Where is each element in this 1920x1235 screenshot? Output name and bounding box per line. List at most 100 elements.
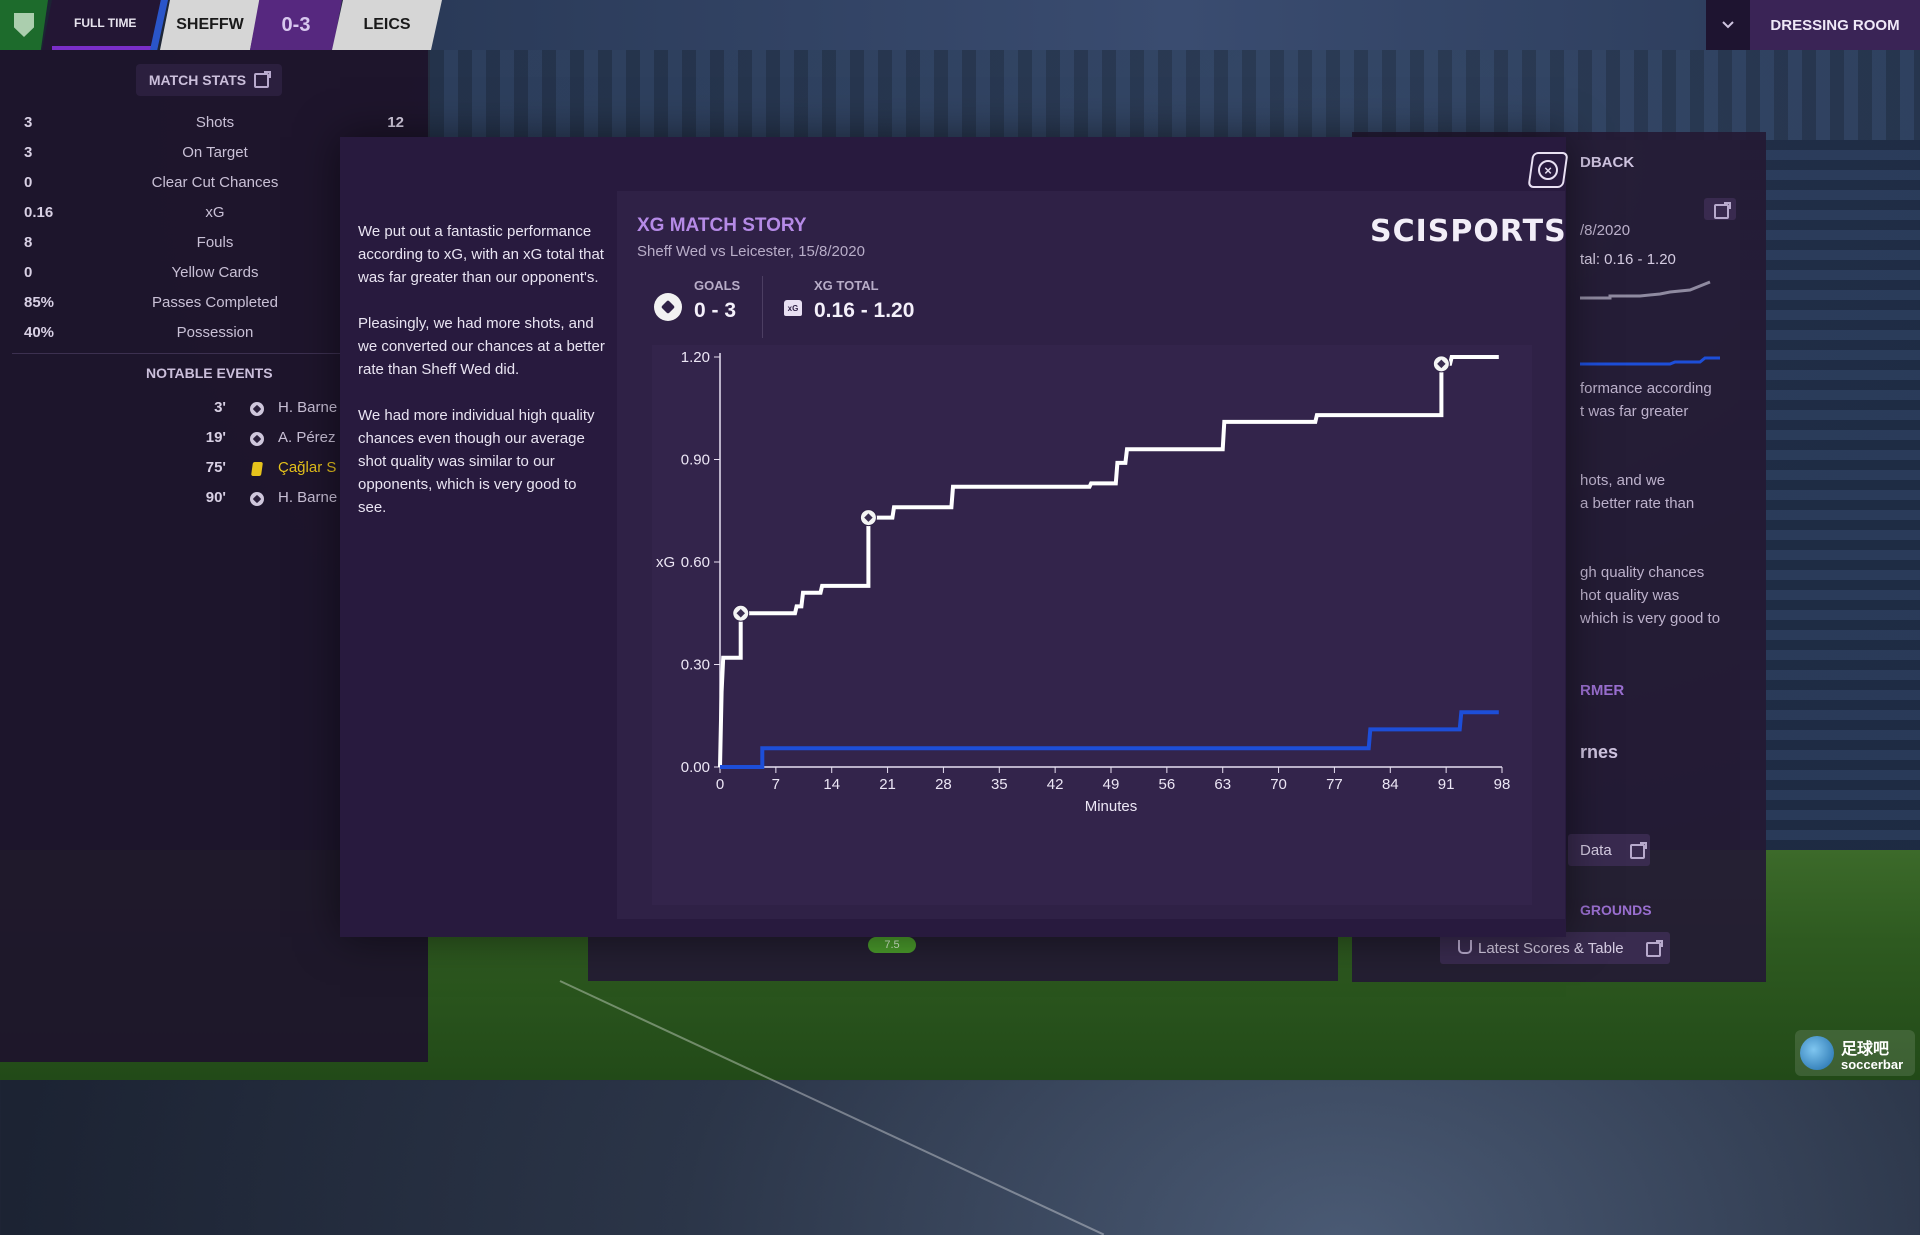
stat-label: Fouls <box>196 234 234 251</box>
home-stat-value: 40% <box>24 324 55 341</box>
goal-icon <box>250 492 264 506</box>
stat-row: 0 Yellow Cards <box>0 258 428 288</box>
stat-divider <box>762 276 763 338</box>
watermark-line-2: soccerbar <box>1841 1057 1904 1072</box>
stat-label: Passes Completed <box>152 294 278 311</box>
feedback-xg-total: tal: 0.16 - 1.20 <box>1580 251 1676 268</box>
feedback-line-1: formance according <box>1580 380 1712 397</box>
panel-divider <box>12 353 416 354</box>
match-stats-title[interactable]: MATCH STATS <box>136 64 282 96</box>
external-link-icon <box>1646 940 1663 957</box>
xg-total-value: 0.16 - 1.20 <box>814 299 915 322</box>
y-tick-label: 0.00 <box>681 759 710 776</box>
feedback-date: /8/2020 <box>1580 222 1631 239</box>
status-label: FULL TIME <box>74 16 137 30</box>
home-stat-value: 3 <box>24 144 33 161</box>
status-underline <box>52 46 162 50</box>
top-performer-name: rnes <box>1580 742 1619 762</box>
stat-row: 40% Possession <box>0 318 428 348</box>
dressing-room-button[interactable]: DRESSING ROOM <box>1750 0 1920 50</box>
event-player: H. Barne <box>278 489 338 506</box>
x-tick-label: 7 <box>772 776 780 793</box>
y-tick-label: 0.90 <box>681 452 710 469</box>
x-tick-label: 28 <box>935 776 952 793</box>
away-stat-value: 12 <box>387 114 404 131</box>
x-tick-label: 98 <box>1494 776 1511 793</box>
event-row[interactable]: 3' H. Barne <box>0 393 428 423</box>
data-button-label: Data <box>1580 842 1612 859</box>
analysis-paragraph: We put out a fantastic performance accor… <box>358 223 604 286</box>
feedback-line-5: gh quality chances <box>1580 564 1705 581</box>
x-tick-label: 84 <box>1382 776 1399 793</box>
x-tick-label: 21 <box>879 776 896 793</box>
latest-scores-button[interactable]: Latest Scores & Table <box>1440 932 1670 964</box>
close-button[interactable]: × <box>1527 152 1569 188</box>
card-subtitle: Sheff Wed vs Leicester, 15/8/2020 <box>637 243 865 260</box>
expand-button[interactable] <box>1704 198 1736 220</box>
home-stat-value: 0 <box>24 264 33 281</box>
football-icon <box>654 293 682 321</box>
goal-icon <box>250 432 264 446</box>
chevron-down-icon[interactable] <box>1706 0 1750 50</box>
watermark-logo-icon <box>1800 1036 1834 1070</box>
rating-badge: 7.5 <box>868 937 916 953</box>
data-button[interactable]: Data <box>1568 834 1650 866</box>
feedback-line-6: hot quality was <box>1580 587 1680 604</box>
feedback-line-3: hots, and we <box>1580 472 1666 489</box>
event-minute: 75' <box>205 459 226 476</box>
away-team-label[interactable]: LEICS <box>332 0 442 50</box>
x-tick-label: 91 <box>1438 776 1455 793</box>
analysis-paragraph: Pleasingly, we had more shots, and we co… <box>358 315 605 378</box>
stat-row: 8 Fouls <box>0 228 428 258</box>
goals-value: 0 - 3 <box>694 299 737 322</box>
home-stat-value: 3 <box>24 114 33 131</box>
event-minute: 90' <box>205 489 226 506</box>
feedback-line-7: which is very good to <box>1580 610 1721 627</box>
event-minute: 3' <box>214 399 226 416</box>
stat-row: 0 Clear Cut Chances <box>0 168 428 198</box>
stat-row: 0.16 xG <box>0 198 428 228</box>
home-team-label[interactable]: SHEFFW <box>160 0 260 50</box>
latest-scores-label: Latest Scores & Table <box>1478 940 1624 957</box>
feedback-line-4: a better rate than <box>1580 495 1695 512</box>
event-row[interactable]: 90' H. Barne <box>0 483 428 513</box>
x-tick-label: 70 <box>1270 776 1287 793</box>
x-tick-label: 42 <box>1047 776 1064 793</box>
event-icon <box>250 492 264 506</box>
y-tick-label: 0.60 <box>681 554 710 571</box>
xg-total-label: XG TOTAL <box>814 278 879 293</box>
top-performer-header: RMER <box>1580 682 1625 699</box>
stat-label: Yellow Cards <box>171 264 259 281</box>
x-tick-label: 0 <box>716 776 724 793</box>
stat-label: On Target <box>182 144 248 161</box>
stat-label: Possession <box>176 324 254 341</box>
x-tick-label: 14 <box>823 776 840 793</box>
y-tick-label: 1.20 <box>681 349 710 366</box>
club-badge-icon[interactable] <box>0 0 48 50</box>
event-row[interactable]: 75' Çağlar S <box>0 453 428 483</box>
y-axis-label: xG <box>656 554 675 571</box>
stat-row: 3 Shots 12 <box>0 108 428 138</box>
stadium-roof <box>430 0 1920 50</box>
event-minute: 19' <box>205 429 226 446</box>
event-icon <box>250 462 264 476</box>
x-tick-label: 63 <box>1214 776 1231 793</box>
y-tick-label: 0.30 <box>681 657 710 674</box>
event-icon <box>250 402 264 416</box>
stat-row: 85% Passes Completed <box>0 288 428 318</box>
feedback-header: DBACK <box>1580 154 1635 171</box>
score-display: 0-3 <box>250 0 342 50</box>
event-row[interactable]: 19' A. Pérez <box>0 423 428 453</box>
notable-events-title: NOTABLE EVENTS <box>146 365 273 381</box>
stat-label: Shots <box>195 114 235 131</box>
chart-background <box>652 345 1532 905</box>
watermark-line-1: 足球吧 <box>1841 1041 1890 1058</box>
xg-icon: xG <box>784 300 802 316</box>
home-stat-value: 8 <box>24 234 33 251</box>
ratings-panel <box>588 935 1338 981</box>
event-icon <box>250 432 264 446</box>
stadium-stand-right <box>1740 140 1920 980</box>
stat-row: 3 On Target <box>0 138 428 168</box>
home-stat-value: 0.16 <box>24 204 54 221</box>
watermark: 足球吧 soccerbar <box>1795 1030 1915 1076</box>
